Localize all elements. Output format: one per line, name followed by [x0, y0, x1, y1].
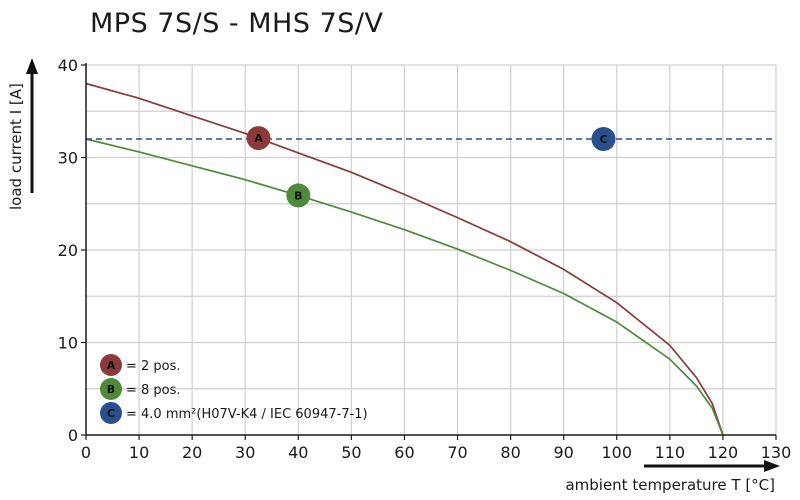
x-tick-label: 10 [129, 443, 149, 462]
legend-text: = 2 pos. [126, 359, 181, 374]
marker-label: C [599, 133, 607, 146]
legend-marker [100, 402, 122, 424]
x-tick-label: 130 [761, 443, 792, 462]
x-tick-label: 90 [554, 443, 574, 462]
x-tick-label: 110 [655, 443, 686, 462]
series-line-a [85, 82, 724, 436]
x-tick-label: 40 [288, 443, 308, 462]
legend-marker-letter: C [107, 407, 115, 420]
legend-item-c: C = 4.0 mm²(H07V-K4 / IEC 60947-7-1) [100, 402, 368, 424]
x-tick-label: 120 [708, 443, 739, 462]
series-line-b [85, 138, 724, 436]
legend-marker [100, 354, 122, 376]
y-tick-label: 10 [58, 334, 78, 353]
marker-circle [591, 127, 616, 151]
legend-marker-letter: A [107, 359, 116, 372]
x-tick-label: 50 [341, 443, 361, 462]
x-tick-label: 60 [394, 443, 414, 462]
x-axis-arrow-head [764, 460, 780, 472]
x-tick-label: 0 [81, 443, 91, 462]
x-tick-label: 70 [447, 443, 467, 462]
marker-circle [286, 183, 311, 208]
x-tick-label: 80 [500, 443, 520, 462]
y-tick-label: 40 [58, 56, 78, 75]
marker-a: A [246, 126, 271, 151]
marker-b: B [286, 183, 311, 208]
legend: A = 2 pos. B = 8 pos. C = 4.0 mm²(H07V-K4 / I… [100, 354, 368, 424]
x-tick-label: 30 [235, 443, 255, 462]
y-tick-label: 20 [58, 241, 78, 260]
legend-item-b: B = 8 pos. [100, 378, 181, 400]
legend-marker-letter: B [107, 383, 115, 396]
y-axis-label: load current I [A] [7, 83, 25, 210]
marker-circle [246, 126, 271, 151]
axis-labels: load current I [A] ambient temperature T … [7, 58, 780, 494]
y-axis-arrow-head [26, 58, 38, 74]
axes: 0 10 20 30 40 50 60 70 80 90 100 110 120 130 0 10 20 30 40 [58, 56, 792, 462]
chart-title: MPS 7S/S - MHS 7S/V [90, 8, 384, 39]
series-layer [85, 82, 776, 436]
x-tick-label: 100 [601, 443, 632, 462]
grid [86, 64, 777, 435]
y-tick-label: 0 [68, 426, 78, 445]
x-tick-label: 20 [182, 443, 202, 462]
legend-marker [100, 378, 122, 400]
marker-c: C [591, 127, 616, 151]
marker-label: B [294, 189, 302, 202]
legend-text: = 4.0 mm²(H07V-K4 / IEC 60947-7-1) [126, 407, 368, 422]
markers: A B C [246, 126, 616, 208]
x-axis-label: ambient temperature T [°C] [565, 476, 775, 494]
legend-text: = 8 pos. [126, 383, 181, 398]
legend-item-a: A = 2 pos. [100, 354, 181, 376]
marker-label: A [254, 132, 263, 145]
y-tick-label: 30 [58, 149, 78, 168]
